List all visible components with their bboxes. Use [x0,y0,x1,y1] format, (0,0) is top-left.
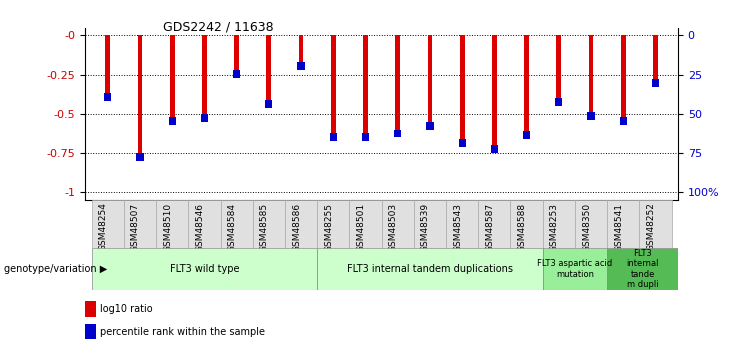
Text: log10 ratio: log10 ratio [100,304,153,314]
Bar [459,139,466,147]
Text: GSM48252: GSM48252 [646,203,656,252]
Bar [156,200,188,248]
Bar [653,36,658,87]
Text: GSM48585: GSM48585 [260,203,269,252]
Bar [221,200,253,248]
Bar [363,36,368,140]
Bar [575,200,607,248]
Bar [350,200,382,248]
Bar [85,324,96,339]
Bar [523,131,531,139]
Bar [297,62,305,70]
Bar [136,153,144,161]
Text: percentile rank within the sample: percentile rank within the sample [100,327,265,337]
Bar [105,36,110,101]
Text: GSM48254: GSM48254 [99,203,107,252]
Bar [491,145,498,153]
Text: GSM48510: GSM48510 [163,203,172,252]
Text: GSM48587: GSM48587 [485,203,494,252]
Bar [362,133,369,140]
Bar [542,200,575,248]
Bar [265,100,273,108]
Bar [201,114,208,122]
Bar [331,36,336,140]
Bar [234,36,239,78]
Bar [188,200,221,248]
Text: GSM48543: GSM48543 [453,203,462,252]
Text: GSM48586: GSM48586 [292,203,301,252]
Bar [555,98,562,106]
Bar [459,36,465,147]
Text: FLT3
internal
tande
m dupli: FLT3 internal tande m dupli [626,249,659,289]
Text: GSM48255: GSM48255 [325,203,333,252]
Text: GSM48588: GSM48588 [518,203,527,252]
Text: GSM48541: GSM48541 [614,203,623,252]
Bar [524,36,529,139]
Text: GSM48507: GSM48507 [131,203,140,252]
Bar [317,248,542,290]
Bar [170,36,175,125]
Bar [413,200,446,248]
Bar [202,36,207,122]
Bar [511,200,542,248]
Bar [542,248,607,290]
Text: GSM48503: GSM48503 [389,203,398,252]
Bar [233,70,240,78]
Bar [607,200,639,248]
Text: FLT3 internal tandem duplications: FLT3 internal tandem duplications [347,264,513,274]
Text: FLT3 aspartic acid
mutation: FLT3 aspartic acid mutation [537,259,613,279]
Bar [478,200,511,248]
Bar [92,248,317,290]
Bar [285,200,317,248]
Text: GSM48539: GSM48539 [421,203,430,252]
Bar [588,112,594,120]
Text: genotype/variation ▶: genotype/variation ▶ [4,264,107,274]
Bar [92,200,124,248]
Bar [394,129,402,137]
Bar [124,200,156,248]
Bar [104,93,111,101]
Bar [607,248,678,290]
Text: GSM48350: GSM48350 [582,203,591,252]
Text: GSM48584: GSM48584 [227,203,236,252]
Bar [588,36,594,120]
Bar [168,117,176,125]
Bar [652,79,659,87]
Bar [395,36,400,137]
Text: GDS2242 / 11638: GDS2242 / 11638 [163,21,273,34]
Bar [85,301,96,317]
Bar [267,36,271,108]
Bar [621,36,625,125]
Bar [556,36,561,106]
Bar [446,200,478,248]
Bar [253,200,285,248]
Text: GSM48253: GSM48253 [550,203,559,252]
Bar [639,200,671,248]
Bar [382,200,413,248]
Bar [426,122,433,129]
Bar [317,200,350,248]
Bar [619,117,627,125]
Bar [138,36,142,161]
Text: GSM48546: GSM48546 [196,203,205,252]
Bar [492,36,496,153]
Text: GSM48501: GSM48501 [356,203,365,252]
Bar [330,133,337,140]
Bar [299,36,304,70]
Bar [428,36,432,129]
Text: FLT3 wild type: FLT3 wild type [170,264,239,274]
